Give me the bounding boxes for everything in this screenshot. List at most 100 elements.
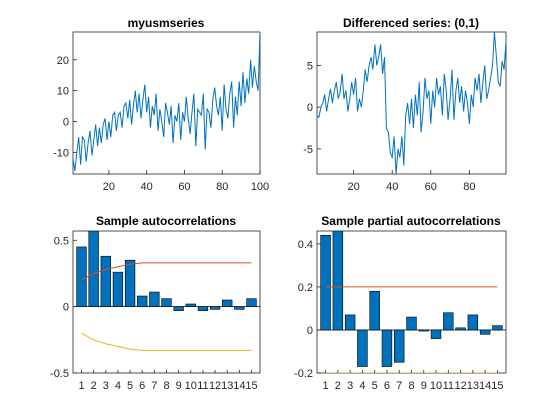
x-tick-label: 40 (141, 181, 153, 193)
x-tick-label: 5 (127, 380, 133, 392)
x-tick-label: 4 (359, 380, 365, 392)
x-tick-label: 100 (251, 181, 269, 193)
x-tick-label: 5 (372, 380, 378, 392)
bar (222, 299, 233, 307)
y-tick-label: -0.2 (294, 368, 313, 380)
bar (369, 290, 380, 331)
subplot-myusmseries: myusmseries -10 0 10 20 20 40 60 80 100 (53, 16, 269, 193)
x-tick-label: 2 (335, 380, 341, 392)
subplot-differenced-series: Differenced series: (0,1) -5 0 5 20 40 60 80 (303, 16, 507, 193)
y-tick-label: 0 (63, 302, 69, 314)
bars-and-bounds (317, 231, 506, 373)
bar (332, 231, 344, 331)
bar (209, 306, 221, 310)
bars-and-bounds (73, 231, 260, 351)
series-line (73, 32, 260, 171)
x-tick-label: 9 (176, 380, 182, 392)
bar (418, 329, 429, 332)
series-line (317, 32, 506, 174)
series-line (73, 32, 260, 171)
axis-ticks: -0.200.20.41 2 3 4 5 6 7 8 9 10 11 12 13 14 15 (294, 239, 504, 392)
lower-confidence-bound (81, 332, 252, 351)
bar (137, 295, 148, 307)
y-tick-label: 10 (57, 86, 69, 98)
bar (149, 291, 160, 307)
bar (161, 298, 172, 307)
x-tick-label: 6 (139, 380, 145, 392)
bar (443, 312, 454, 331)
bar (100, 255, 111, 307)
x-tick-label: 60 (178, 181, 190, 193)
y-tick-label: 0 (307, 325, 313, 337)
x-tick-label: 8 (163, 380, 169, 392)
bar (492, 325, 503, 331)
bar (88, 231, 99, 307)
x-tick-label: 80 (463, 181, 475, 193)
x-tick-label: 1 (78, 380, 84, 392)
bar (394, 329, 405, 363)
x-tick-label: 4 (115, 380, 121, 392)
x-tick-label: 11 (197, 380, 208, 392)
x-tick-label: 3 (103, 380, 109, 392)
x-tick-label: 20 (348, 181, 360, 193)
x-tick-label: 40 (386, 181, 398, 193)
bar (246, 298, 257, 307)
bar (124, 259, 136, 307)
y-tick-label: -5 (303, 144, 313, 156)
x-tick-label: 3 (347, 380, 353, 392)
upper-confidence-bound (81, 262, 252, 281)
x-tick-label: 7 (396, 380, 402, 392)
y-tick-label: 0 (307, 102, 313, 114)
chart-title: Differenced series: (0,1) (343, 16, 479, 30)
subplot-sample-autocorrelations: Sample autocorrelations -0.500.51 2 3 4 5 6 7 8… (50, 214, 261, 392)
y-tick-label: 0.5 (54, 235, 69, 247)
bar (320, 235, 331, 331)
x-tick-label: 12 (454, 380, 466, 392)
bar (76, 246, 87, 307)
x-tick-label: 6 (384, 380, 390, 392)
x-tick-label: 15 (491, 380, 503, 392)
x-tick-label: 11 (443, 380, 454, 392)
bar (112, 271, 124, 307)
bar (344, 314, 356, 331)
x-tick-label: 20 (103, 181, 115, 193)
subplot-sample-partial-autocorrelations: Sample partial autocorrelations -0.2 0 0.2… (294, 214, 507, 392)
y-tick-label: 5 (307, 60, 313, 72)
y-tick-label: 0 (63, 117, 69, 129)
x-tick-label: 13 (221, 380, 233, 392)
x-tick-label: 9 (421, 380, 427, 392)
plot-area (72, 31, 261, 175)
bar (185, 303, 196, 307)
plot-area (316, 230, 507, 374)
bar (381, 329, 393, 367)
bar (406, 316, 417, 331)
x-tick-label: 7 (151, 380, 157, 392)
x-tick-label: 8 (408, 380, 414, 392)
bar (479, 329, 491, 335)
bar (455, 327, 466, 331)
axis-ticks: -5 0 5 20 40 60 80 (303, 60, 475, 193)
chart-title: Sample autocorrelations (96, 214, 236, 228)
y-tick-label: 20 (57, 55, 69, 67)
chart-title: myusmseries (128, 16, 205, 30)
x-tick-label: 60 (425, 181, 437, 193)
bar (430, 329, 442, 339)
axis-ticks: -0.500.51 2 3 4 5 6 7 8 9 10 11 12 13 14 15 (50, 235, 258, 392)
x-tick-label: 13 (467, 380, 479, 392)
bar (234, 306, 245, 310)
bar (173, 306, 184, 311)
x-tick-label: 14 (233, 380, 245, 392)
chart-title: Sample partial autocorrelations (321, 214, 501, 228)
x-tick-label: 12 (209, 380, 221, 392)
x-tick-label: 2 (91, 380, 97, 392)
bar (197, 306, 209, 311)
x-tick-label: 10 (430, 380, 442, 392)
x-tick-label: 1 (323, 380, 329, 392)
x-tick-label: 80 (216, 181, 228, 193)
series-line (317, 32, 506, 174)
y-tick-label: -0.5 (50, 368, 69, 380)
bar (357, 329, 368, 367)
x-tick-label: 14 (479, 380, 491, 392)
x-tick-label: 10 (185, 380, 197, 392)
